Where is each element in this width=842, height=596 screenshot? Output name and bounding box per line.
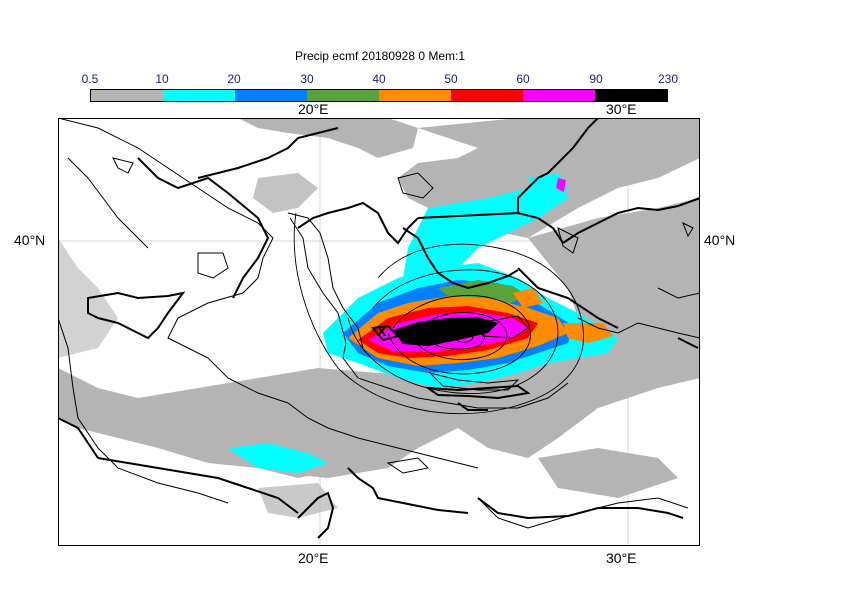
colorbar-swatch-3	[307, 90, 379, 101]
colorbar-labels: 0.5 10 20 30 40 50 60 90 230	[82, 72, 678, 86]
lon-label-top-20e: 20°E	[298, 101, 329, 117]
lat-label-left-40n: 40°N	[14, 232, 46, 248]
country-borders	[58, 118, 700, 539]
low-pressure-marker: X	[377, 323, 387, 339]
chart-title: Precip ecmf 20180928 0 Mem:1	[294, 49, 466, 63]
colorbar-tick-label: 30	[300, 72, 314, 86]
lon-label-top-30e: 30°E	[606, 101, 637, 117]
pressure-contours	[293, 212, 584, 415]
colorbar-tick-label: 90	[589, 72, 603, 86]
colorbar-swatch-4	[379, 90, 451, 101]
colorbar-tick-label: 60	[516, 72, 530, 86]
colorbar-tick-label: 10	[155, 72, 169, 86]
lat-label-right-40n: 40°N	[704, 232, 736, 248]
precipitation-map: X	[58, 118, 700, 546]
colorbar	[90, 89, 668, 102]
colorbar-swatch-5	[451, 90, 523, 101]
colorbar-tick-label: 20	[227, 72, 241, 86]
lon-label-bottom-30e: 30°E	[606, 550, 637, 566]
colorbar-swatch-7	[595, 90, 667, 101]
colorbar-tick-label: 230	[657, 72, 679, 86]
colorbar-tick-label: 0.5	[81, 72, 99, 86]
colorbar-swatch-6	[523, 90, 595, 101]
colorbar-swatch-2	[235, 90, 307, 101]
colorbar-tick-label: 50	[444, 72, 458, 86]
colorbar-tick-label: 40	[372, 72, 386, 86]
colorbar-swatch-0	[91, 90, 163, 101]
colorbar-swatch-1	[163, 90, 235, 101]
map-frame	[58, 118, 700, 546]
lon-label-bottom-20e: 20°E	[298, 550, 329, 566]
